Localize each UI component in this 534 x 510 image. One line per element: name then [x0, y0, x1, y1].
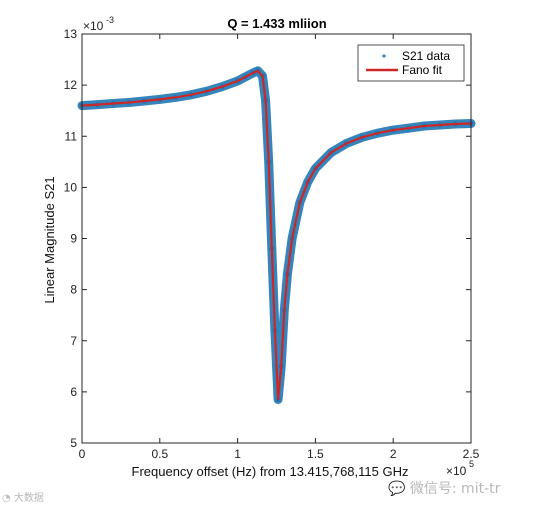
y-tick-label: 13: [64, 27, 78, 41]
chat-bubble-icon: 💬: [388, 481, 406, 497]
y-axis-label: Linear Magnitude S21: [42, 176, 57, 303]
legend-box: [357, 44, 465, 82]
x-axis-multiplier: ×10 5: [446, 459, 474, 478]
y-tick-label: 11: [65, 129, 78, 143]
y-tick-label: 12: [64, 78, 78, 92]
y-tick-label: 7: [70, 334, 77, 348]
x-tick-label: 1.5: [307, 447, 324, 461]
weibo-icon: ◔: [2, 493, 11, 504]
x-tick-label: 2.5: [463, 447, 480, 461]
legend: S21 data Fano fit: [357, 44, 465, 82]
plot-area-frame: [81, 33, 472, 444]
watermark-left: ◔ 大数据: [2, 493, 44, 504]
legend-label-s21-data: S21 data: [402, 49, 450, 63]
x-tick-label: 1: [234, 447, 241, 461]
x-tick-label: 0.5: [151, 447, 168, 461]
chart-title: Q = 1.433 mliion: [227, 16, 326, 31]
x-tick-label: 0: [79, 447, 86, 461]
fano-fit-line: [80, 69, 473, 401]
svg-text:×10: ×10: [446, 464, 467, 478]
y-tick-label: 10: [64, 180, 78, 194]
x-axis-label: Frequency offset (Hz) from 13.415,768,11…: [132, 464, 409, 479]
y-tick-label: 6: [70, 385, 77, 399]
y-tick-label: 9: [70, 232, 77, 246]
watermark-right: 💬 微信号: mit-tr: [388, 481, 501, 497]
svg-text:-3: -3: [106, 15, 114, 25]
svg-text:5: 5: [469, 459, 474, 469]
y-axis-multiplier: ×10 -3: [83, 15, 114, 33]
y-tick-label: 8: [70, 283, 77, 297]
legend-label-fano-fit: Fano fit: [402, 63, 443, 77]
x-tick-label: 2: [390, 447, 397, 461]
y-tick-label: 5: [70, 436, 77, 450]
svg-text:×10: ×10: [83, 19, 104, 33]
legend-marker-s21-data: [382, 54, 386, 58]
